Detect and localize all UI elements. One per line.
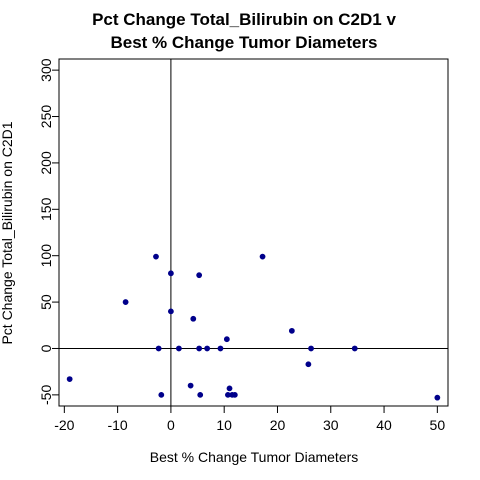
data-point	[196, 345, 203, 352]
y-tick-label: 0	[38, 344, 54, 352]
data-point	[305, 361, 312, 368]
data-point	[308, 345, 314, 352]
data-point	[223, 336, 230, 343]
y-tick-label: 100	[38, 244, 54, 268]
x-axis-title: Best % Change Tumor Diameters	[150, 449, 359, 465]
data-point	[175, 345, 182, 352]
data-point	[153, 253, 159, 260]
data-point	[288, 327, 295, 334]
data-point	[158, 391, 165, 398]
x-tick-label: 0	[167, 417, 175, 433]
data-point	[190, 315, 197, 322]
x-tick-label: 20	[270, 417, 286, 433]
x-tick-label: 50	[430, 417, 446, 433]
data-point	[351, 345, 358, 352]
data-point	[231, 391, 238, 398]
data-points	[66, 253, 441, 401]
data-point	[196, 272, 203, 279]
y-axis: -50 0 50 100 150 200 250 300	[38, 58, 60, 405]
data-point	[168, 270, 174, 277]
y-tick-label: 200	[38, 151, 54, 175]
data-point	[155, 345, 162, 352]
y-tick-label: 250	[38, 105, 54, 129]
y-tick-label: -50	[38, 385, 54, 405]
x-tick-label: -20	[54, 417, 74, 433]
data-point	[168, 308, 174, 315]
data-point	[197, 391, 204, 398]
x-tick-label: 10	[216, 417, 232, 433]
data-point	[122, 299, 129, 305]
y-tick-label: 150	[38, 197, 54, 221]
chart-title-line-2: Best % Change Tumor Diameters	[110, 33, 377, 52]
x-tick-label: -10	[107, 417, 127, 433]
data-point	[259, 253, 266, 260]
y-tick-label: 50	[38, 294, 54, 310]
data-point	[187, 382, 194, 389]
x-axis: -20 -10 0 10 20 30 40 50	[54, 405, 446, 433]
data-point	[66, 376, 73, 382]
y-axis-title: Pct Change Total_Bilirubin on C2D1	[0, 121, 15, 344]
x-tick-label: 30	[323, 417, 339, 433]
data-point	[434, 394, 441, 401]
data-point	[217, 345, 224, 352]
chart-title-line-1: Pct Change Total_Bilirubin on C2D1 v	[92, 10, 396, 29]
data-point	[204, 345, 211, 352]
x-tick-label: 40	[376, 417, 392, 433]
y-tick-label: 300	[38, 58, 54, 82]
data-point	[226, 385, 233, 392]
